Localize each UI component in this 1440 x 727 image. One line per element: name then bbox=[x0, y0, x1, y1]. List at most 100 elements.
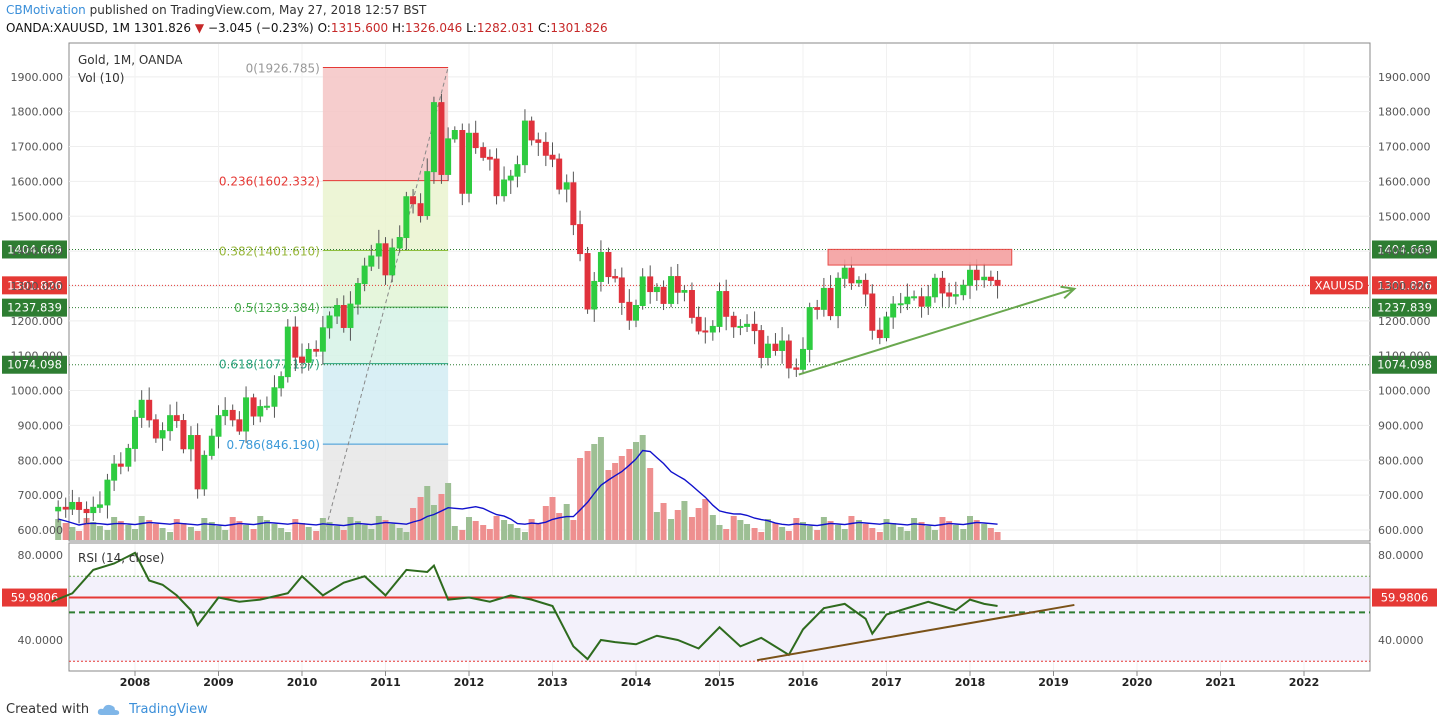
price-axis[interactable]: 600.000 600.000 700.000 700.000 800.000 800.0… bbox=[11, 71, 1431, 537]
candle-body bbox=[403, 196, 410, 239]
y-tick-right: 1100.000 bbox=[1378, 350, 1431, 363]
candle-body bbox=[925, 296, 932, 307]
volume-bar bbox=[820, 517, 827, 540]
rsi-y-tick-left: 40.0000 bbox=[18, 634, 64, 647]
fib-label: 0.236(1602.332) bbox=[219, 175, 320, 189]
down-arrow-icon: ▼ bbox=[194, 21, 205, 35]
volume-bar bbox=[549, 497, 556, 540]
volume-bar bbox=[967, 516, 973, 540]
candle-body bbox=[90, 506, 97, 514]
horizontal-levels[interactable]: 1404.669 1404.669 1301.826 1301.826 1237.839… bbox=[2, 240, 1437, 374]
candle-body bbox=[869, 293, 876, 331]
volume-bar bbox=[946, 521, 953, 540]
x-tick-label: 2020 bbox=[1122, 676, 1153, 689]
tradingview-link[interactable]: TradingView bbox=[129, 702, 208, 717]
candle-body bbox=[486, 156, 493, 160]
candle-body bbox=[674, 276, 681, 293]
volume-bars bbox=[55, 435, 1001, 540]
candle-body bbox=[751, 323, 758, 332]
rsi-y-tick-right: 80.0000 bbox=[1378, 549, 1424, 562]
volume-bar bbox=[952, 525, 959, 540]
candle-body bbox=[639, 276, 646, 307]
volume-bar bbox=[577, 458, 584, 540]
candle-body bbox=[466, 132, 472, 194]
candle-body bbox=[417, 203, 424, 217]
volume-bar bbox=[480, 525, 487, 540]
volume-bar bbox=[493, 516, 500, 540]
y-tick-left: 1000.000 bbox=[11, 385, 64, 398]
y-tick-left: 1100.000 bbox=[11, 350, 64, 363]
level-badge-text: 1074.098 bbox=[1377, 358, 1432, 372]
candle-body bbox=[493, 158, 500, 197]
volume-bar bbox=[146, 520, 153, 540]
y-tick-right: 1500.000 bbox=[1378, 210, 1431, 223]
y-tick-left: 1800.000 bbox=[11, 106, 64, 119]
volume-bar bbox=[827, 521, 834, 540]
volume-bar bbox=[855, 520, 862, 540]
y-tick-right: 1300.000 bbox=[1378, 280, 1431, 293]
time-axis[interactable]: 2008 2009 2010 2011 2012 2013 2014 2015 2016 2017… bbox=[120, 671, 1320, 689]
candle-body bbox=[563, 182, 570, 190]
volume-bar bbox=[605, 470, 612, 540]
volume-bar bbox=[535, 523, 542, 540]
volume-bar bbox=[438, 494, 445, 540]
volume-bar bbox=[960, 529, 967, 540]
volume-bar bbox=[890, 523, 897, 540]
candle-body bbox=[215, 415, 222, 437]
candle-body bbox=[785, 340, 792, 369]
volume-bar bbox=[55, 519, 62, 540]
candle-body bbox=[730, 315, 737, 328]
volume-legend: Vol (10) bbox=[78, 71, 124, 85]
volume-bar bbox=[981, 524, 988, 540]
candle-body bbox=[451, 130, 458, 140]
candle-body bbox=[744, 323, 751, 327]
volume-bar bbox=[167, 532, 174, 540]
volume-bar bbox=[806, 526, 813, 540]
candle-body bbox=[152, 419, 159, 439]
y-tick-right: 1600.000 bbox=[1378, 175, 1431, 188]
candle-body bbox=[612, 276, 619, 279]
symbol-badge-text: XAUUSD bbox=[1315, 278, 1364, 292]
x-tick-label: 2011 bbox=[370, 676, 401, 689]
volume-bar bbox=[814, 530, 821, 540]
y-tick-left: 1400.000 bbox=[11, 245, 64, 258]
volume-bar bbox=[250, 529, 257, 540]
fib-label: 0(1926.785) bbox=[246, 61, 320, 75]
candles[interactable] bbox=[55, 93, 1001, 524]
volume-bar bbox=[243, 525, 250, 540]
fib-label: 0.786(846.190) bbox=[227, 438, 320, 452]
candle-body bbox=[132, 416, 138, 449]
drawings[interactable] bbox=[798, 248, 1077, 376]
volume-bar bbox=[208, 522, 215, 540]
volume-bar bbox=[278, 528, 285, 540]
candle-body bbox=[647, 276, 654, 293]
fib-retracement[interactable]: 0(1926.785) 0.236(1602.332) 0.382(1401.610… bbox=[219, 61, 449, 541]
volume-bar bbox=[633, 442, 639, 540]
candle-body bbox=[848, 267, 855, 284]
volume-bar bbox=[751, 528, 758, 540]
volume-bar bbox=[939, 517, 946, 540]
candle-body bbox=[104, 479, 111, 506]
author-link[interactable]: CBMotivation bbox=[6, 3, 86, 17]
close-label: C: bbox=[537, 21, 551, 35]
candle-body bbox=[723, 291, 730, 317]
rsi-y-tick-left: 80.0000 bbox=[18, 549, 64, 562]
candle-body bbox=[688, 290, 695, 318]
x-tick-label: 2018 bbox=[955, 676, 986, 689]
volume-bar bbox=[779, 527, 786, 540]
candle-body bbox=[883, 316, 890, 339]
candle-body bbox=[208, 435, 215, 456]
volume-bar bbox=[284, 532, 291, 540]
volume-bar bbox=[334, 526, 341, 540]
candle-body bbox=[946, 292, 953, 297]
rsi-band-fill bbox=[70, 576, 1369, 662]
volume-bar bbox=[994, 532, 1001, 540]
volume-bar bbox=[271, 524, 278, 540]
high-value: 1326.046 bbox=[405, 21, 463, 35]
candle-body bbox=[897, 303, 904, 306]
candle-body bbox=[438, 102, 445, 175]
rsi-pane[interactable]: 59.9806 59.9806 40.0000 40.0000 80.0000 80.00… bbox=[2, 549, 1437, 662]
fib-trend-line bbox=[322, 67, 449, 541]
volume-bar bbox=[570, 520, 577, 540]
